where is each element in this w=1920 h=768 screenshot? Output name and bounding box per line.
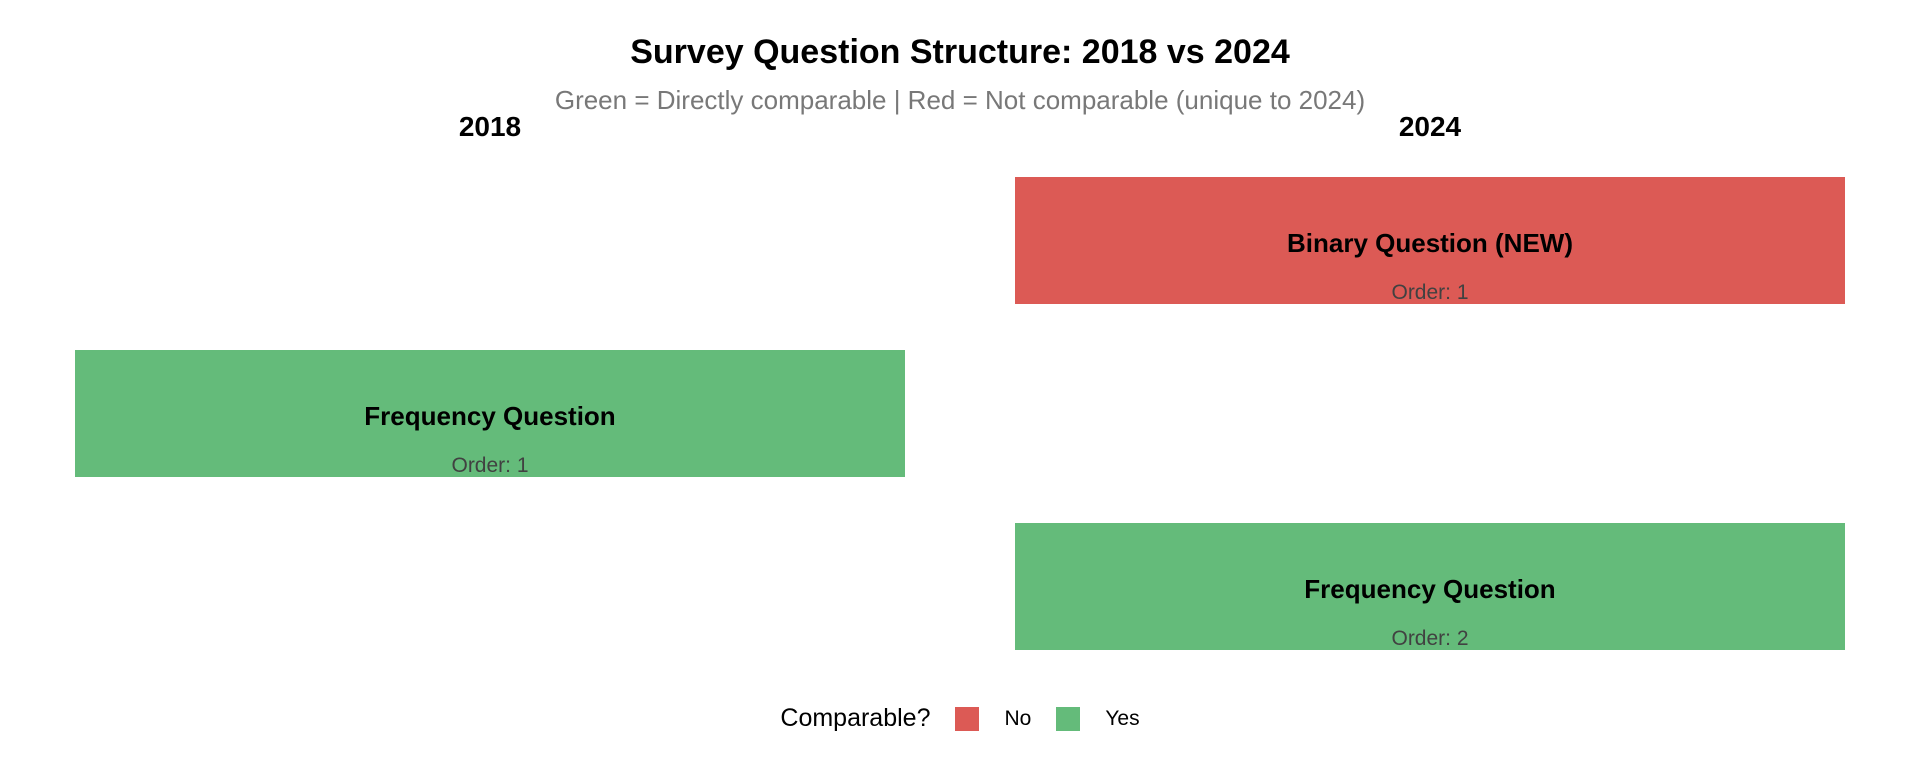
question-order: Order: 2: [1391, 627, 1469, 650]
question-label: Frequency Question: [364, 401, 616, 431]
question-box-2018-frequency: Frequency Question Order: 1: [75, 350, 905, 477]
legend-label-no: No: [1004, 706, 1032, 730]
facet-label-2018: 2018: [458, 111, 522, 142]
question-box-2024-frequency: Frequency Question Order: 2: [1015, 523, 1845, 650]
question-box-2024-binary: Binary Question (NEW) Order: 1: [1015, 177, 1845, 304]
legend-label-yes: Yes: [1105, 706, 1140, 730]
question-order: Order: 1: [451, 454, 529, 477]
question-label: Frequency Question: [1304, 574, 1556, 604]
facet-label-2024: 2024: [1398, 111, 1462, 142]
legend: Comparable? No Yes: [0, 704, 1920, 733]
question-label: Binary Question (NEW): [1286, 228, 1573, 258]
question-order: Order: 1: [1391, 281, 1469, 304]
chart-title: Survey Question Structure: 2018 vs 2024: [630, 33, 1290, 71]
legend-swatch-yes-icon: [1056, 706, 1081, 731]
chart-subtitle: Green = Directly comparable | Red = Not …: [554, 85, 1366, 115]
legend-title: Comparable?: [780, 704, 931, 732]
legend-swatch-no-icon: [955, 706, 980, 731]
